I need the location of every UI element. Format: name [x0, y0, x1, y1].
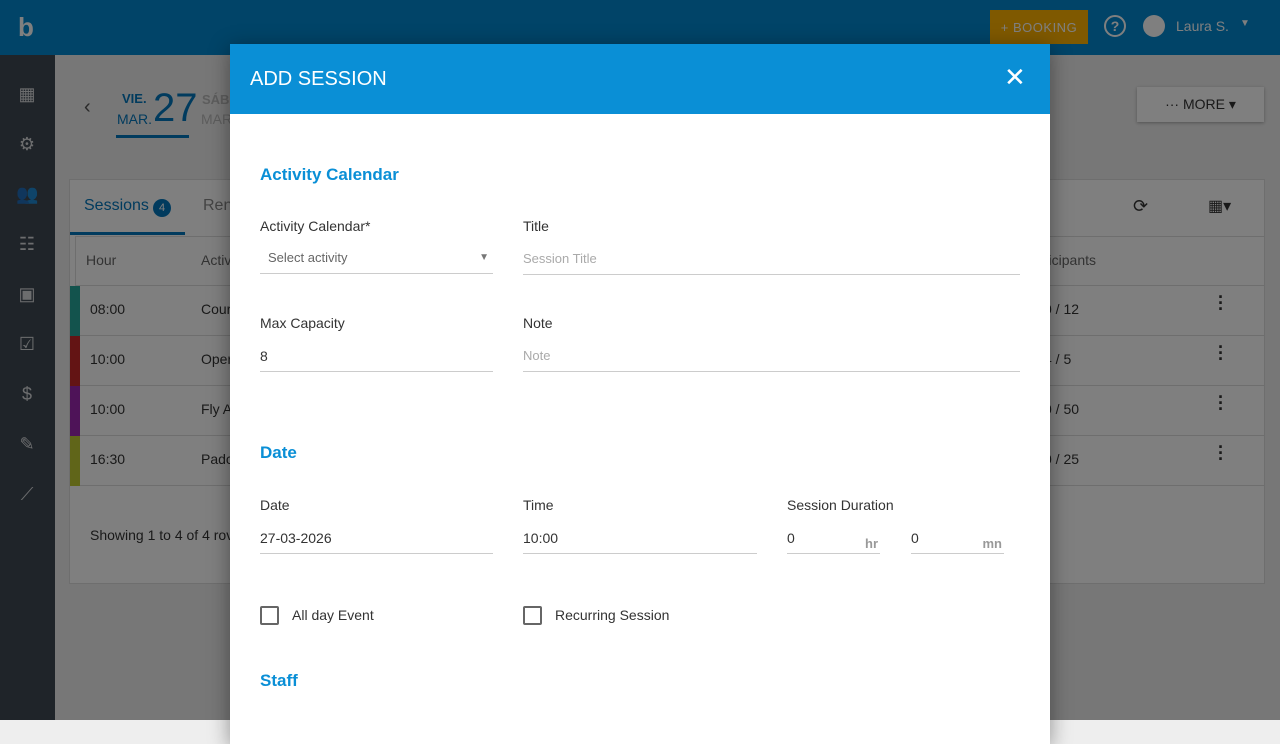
all-day-event-checkbox[interactable] — [260, 606, 279, 625]
title-label: Title — [523, 218, 549, 234]
hours-value: 0 — [787, 530, 795, 546]
activity-select[interactable]: Select activity ▼ — [260, 244, 493, 274]
minutes-value: 0 — [911, 530, 919, 546]
max-capacity-label: Max Capacity — [260, 315, 345, 331]
all-day-event-label[interactable]: All day Event — [292, 607, 374, 623]
time-input[interactable]: 10:00 — [523, 524, 757, 554]
minutes-unit: mn — [982, 536, 1003, 551]
activity-select-value: Select activity — [268, 250, 348, 265]
activity-calendar-label: Activity Calendar* — [260, 218, 371, 234]
date-label: Date — [260, 497, 290, 513]
note-label: Note — [523, 315, 553, 331]
recurring-session-label[interactable]: Recurring Session — [555, 607, 670, 623]
section-date: Date — [260, 443, 297, 462]
note-input[interactable]: Note — [523, 342, 1020, 372]
date-input[interactable]: 27-03-2026 — [260, 524, 493, 554]
duration-hours-input[interactable]: 0 hr — [787, 524, 880, 554]
hours-unit: hr — [865, 536, 878, 551]
dialog-header: ADD SESSION ✕ — [230, 44, 1050, 114]
dialog-title: ADD SESSION — [250, 68, 387, 90]
recurring-session-checkbox[interactable] — [523, 606, 542, 625]
time-label: Time — [523, 497, 554, 513]
section-activity-calendar: Activity Calendar — [260, 165, 399, 184]
dropdown-arrow-icon: ▼ — [479, 252, 489, 263]
duration-minutes-input[interactable]: 0 mn — [911, 524, 1004, 554]
max-capacity-input[interactable]: 8 — [260, 342, 493, 372]
title-input[interactable]: Session Title — [523, 245, 1020, 275]
session-duration-label: Session Duration — [787, 497, 894, 513]
close-icon[interactable]: ✕ — [1004, 62, 1026, 92]
section-staff: Staff — [260, 671, 298, 690]
add-session-dialog: ADD SESSION ✕ Activity Calendar Activity… — [230, 44, 1050, 744]
